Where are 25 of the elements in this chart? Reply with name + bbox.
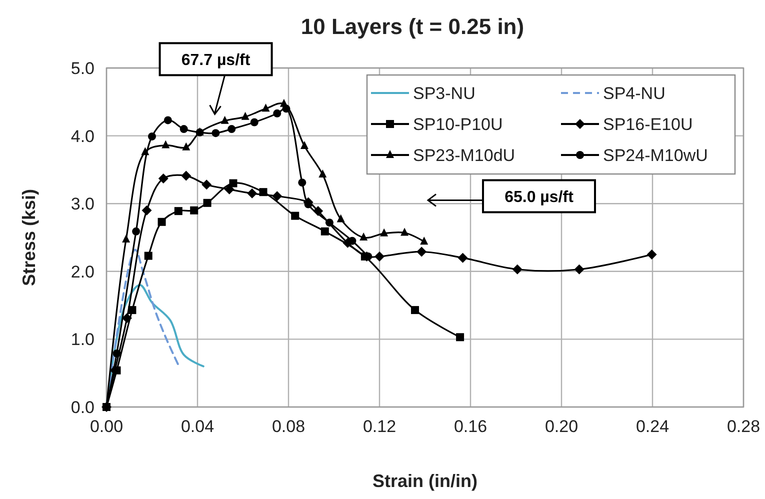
x-axis-title: Strain (in/in) bbox=[372, 471, 478, 491]
legend-label: SP16-E10U bbox=[603, 115, 693, 134]
legend-label: SP4-NU bbox=[603, 84, 666, 103]
chart-title: 10 Layers (t = 0.25 in) bbox=[300, 14, 524, 39]
x-tick-label: 0.16 bbox=[454, 417, 488, 436]
legend-label: SP23-M10dU bbox=[413, 146, 516, 165]
x-tick-label: 0.04 bbox=[180, 417, 214, 436]
y-tick-label: 2.0 bbox=[70, 262, 94, 282]
legend-label: SP10-P10U bbox=[413, 115, 503, 134]
x-tick-label: 0.12 bbox=[362, 417, 396, 436]
x-tick-label: 0.08 bbox=[272, 417, 306, 436]
x-tick-label: 0.00 bbox=[90, 417, 124, 436]
x-tick-label: 0.28 bbox=[726, 417, 760, 436]
legend-label: SP3-NU bbox=[413, 84, 476, 103]
x-tick-label: 0.20 bbox=[544, 417, 578, 436]
y-tick-label: 5.0 bbox=[70, 59, 94, 78]
annotation: 65.0 µs/ft bbox=[504, 189, 574, 206]
legend-label: SP24-M10wU bbox=[603, 146, 708, 165]
y-tick-label: 1.0 bbox=[70, 330, 94, 350]
x-tick-label: 0.24 bbox=[636, 417, 670, 436]
y-tick-label: 4.0 bbox=[70, 126, 94, 146]
y-axis-title: Stress (ksi) bbox=[19, 188, 39, 286]
annotation: 67.7 µs/ft bbox=[181, 52, 251, 70]
y-tick-label: 3.0 bbox=[70, 194, 94, 214]
y-tick-label: 0.0 bbox=[70, 398, 94, 417]
